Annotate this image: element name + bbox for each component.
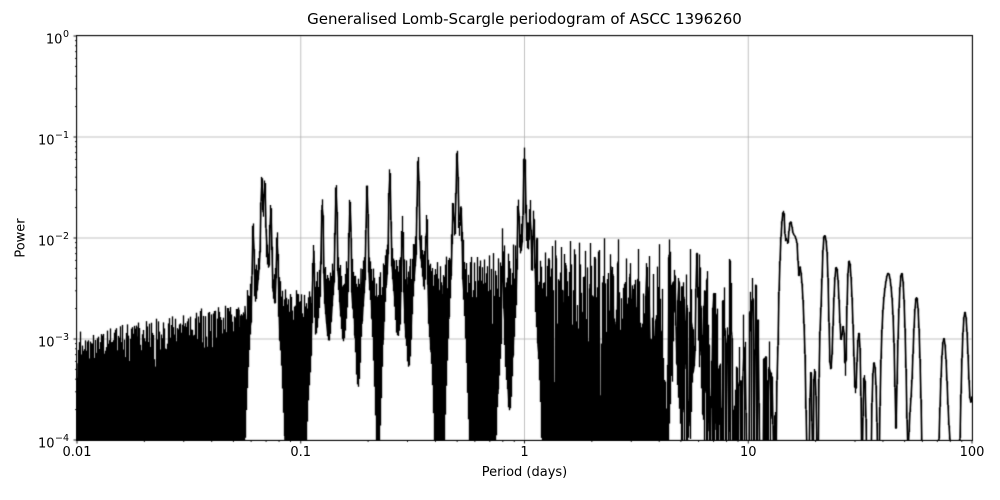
x-tick-label-100: 100 xyxy=(959,445,985,460)
y-tick-label-1e-4: 10−4 xyxy=(37,433,69,452)
y-tick-label-1e-1: 10−1 xyxy=(37,130,69,149)
chart-title: Generalised Lomb-Scargle periodogram of … xyxy=(307,10,742,28)
x-tick-label-10: 10 xyxy=(739,445,757,460)
x-axis-label: Period (days) xyxy=(481,465,568,480)
x-tick-label-0.01: 0.01 xyxy=(62,445,92,460)
y-tick-label-1e-2: 10−2 xyxy=(37,231,69,250)
x-tick-label-0.1: 0.1 xyxy=(290,445,312,460)
y-tick-label-1e-3: 10−3 xyxy=(37,332,69,351)
y-tick-label-1e0: 100 xyxy=(45,29,69,48)
x-tick-label-1: 1 xyxy=(520,445,529,460)
